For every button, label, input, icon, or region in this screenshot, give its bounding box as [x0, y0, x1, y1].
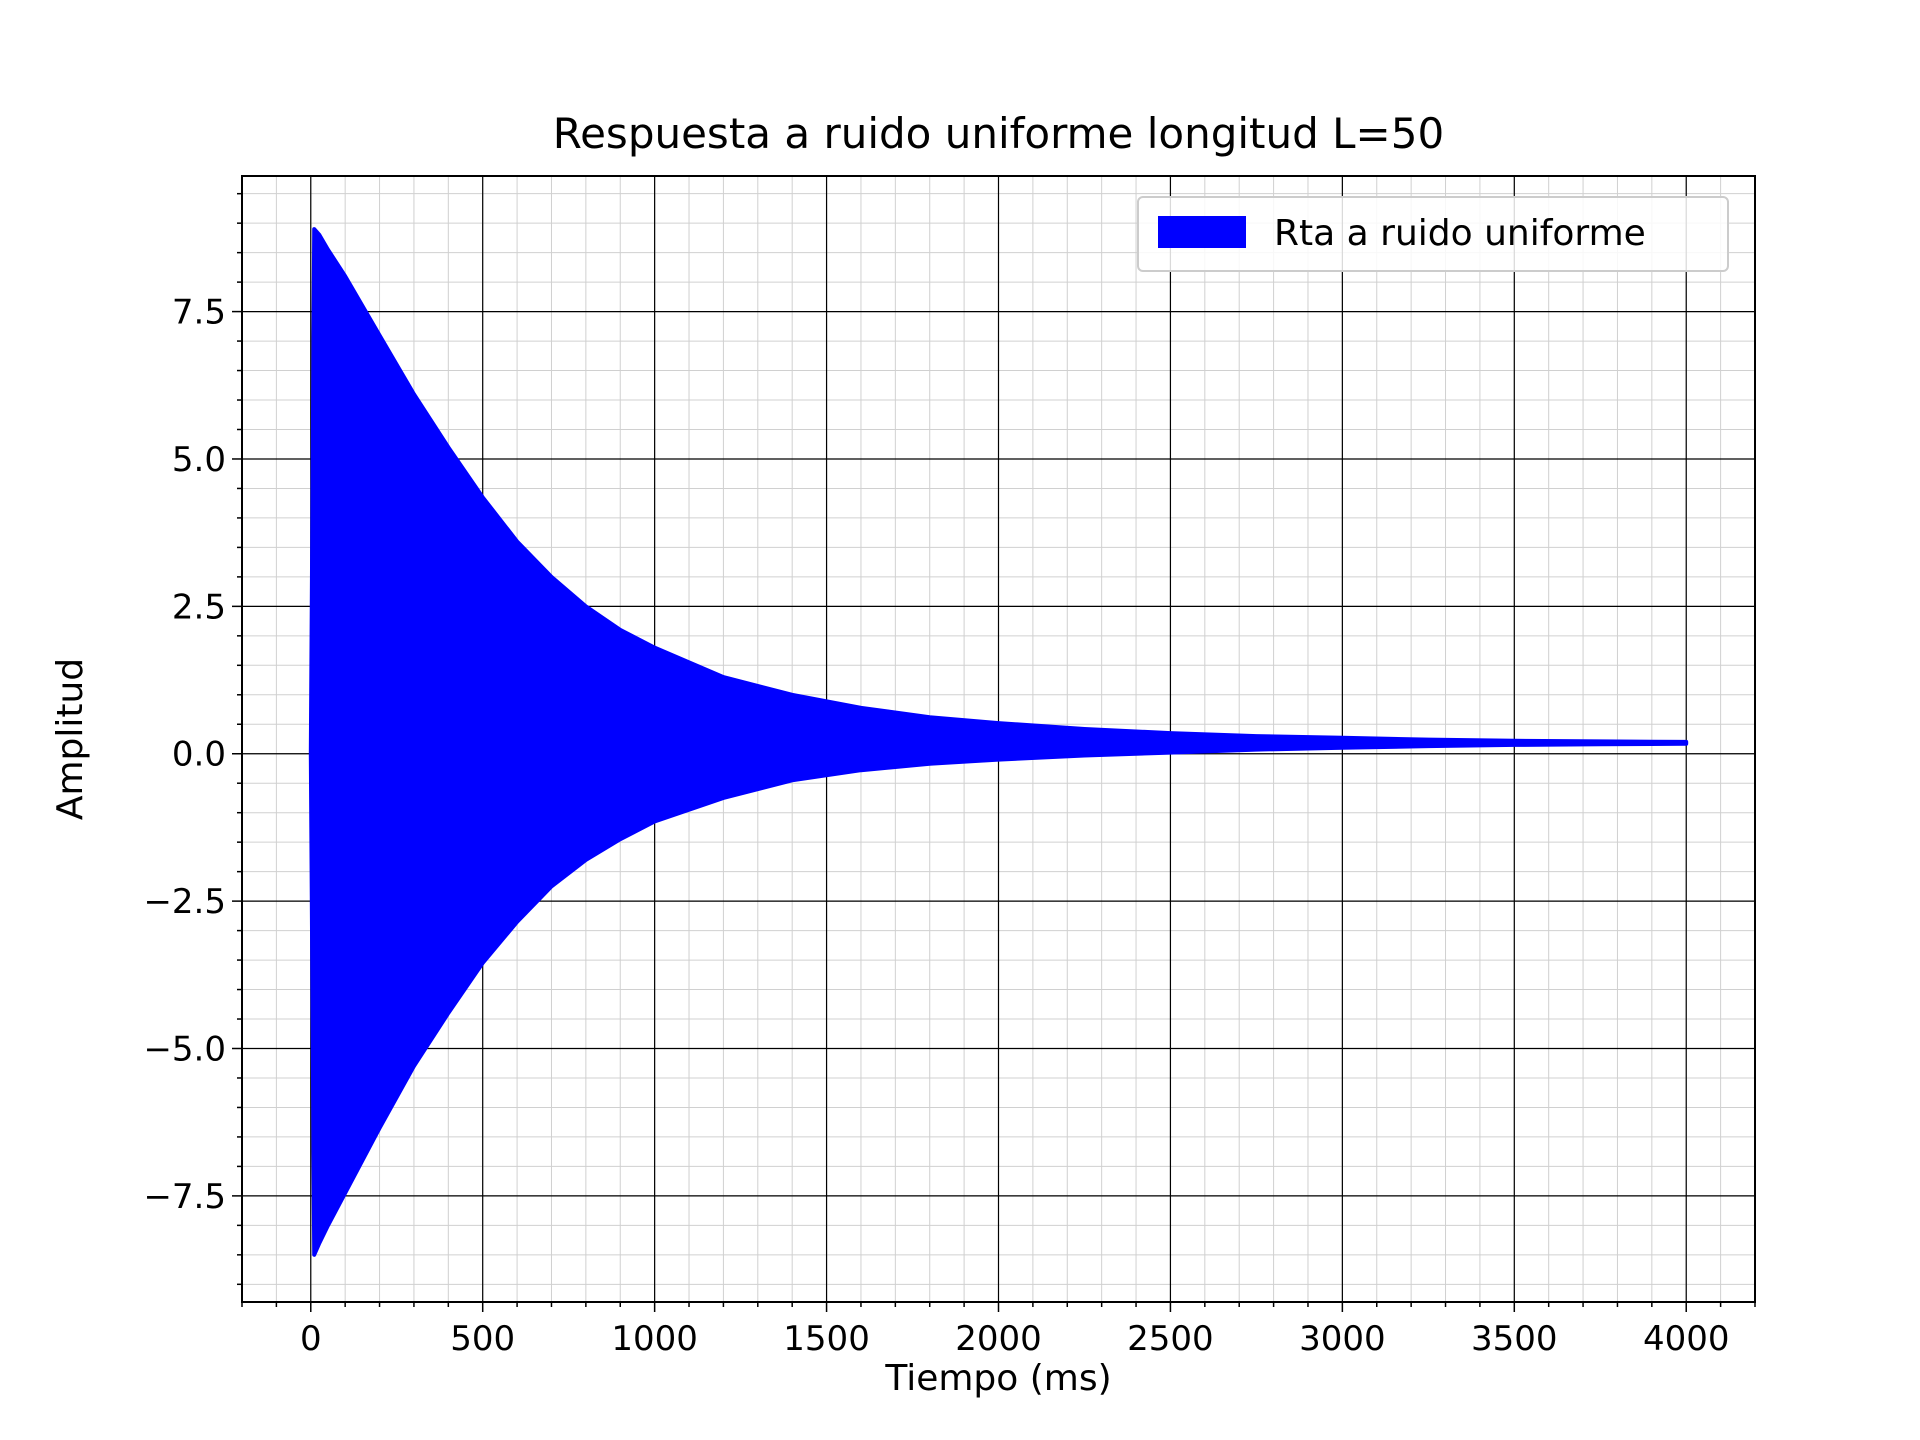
x-axis-ticks: 0 500 1000 1500 2000 2500 3000 3500 4000 — [241, 1302, 1756, 1359]
legend-box — [1137, 196, 1729, 272]
x-tick-label: 1500 — [783, 1319, 870, 1359]
y-tick-label: 5.0 — [172, 440, 226, 480]
x-tick-label: 500 — [450, 1319, 515, 1359]
legend-label: Rta a ruido uniforme — [1274, 213, 1646, 254]
legend-swatch — [1158, 216, 1246, 248]
x-tick-label: 0 — [300, 1319, 322, 1359]
y-axis-title: Amplitud — [50, 658, 91, 820]
x-tick-label: 1000 — [611, 1319, 698, 1359]
series-envelope — [308, 227, 1689, 1257]
x-tick-label: 3500 — [1471, 1319, 1558, 1359]
y-tick-label: −7.5 — [143, 1177, 226, 1217]
y-axis-ticks: 7.5 5.0 2.5 0.0 −2.5 −5.0 −7.5 — [143, 192, 242, 1286]
y-tick-label: 0.0 — [172, 735, 226, 775]
x-axis-title: Tiempo (ms) — [884, 1358, 1111, 1399]
series-layer — [308, 227, 1689, 1257]
legend: Rta a ruido uniforme — [1137, 196, 1729, 272]
x-tick-label: 2000 — [955, 1319, 1042, 1359]
y-tick-label: 7.5 — [172, 293, 226, 333]
chart-title: Respuesta a ruido uniforme longitud L=50 — [553, 109, 1444, 158]
x-tick-label: 3000 — [1299, 1319, 1386, 1359]
x-tick-label: 2500 — [1127, 1319, 1214, 1359]
y-tick-label: 2.5 — [172, 587, 226, 627]
x-tick-label: 4000 — [1643, 1319, 1730, 1359]
y-tick-label: −5.0 — [143, 1030, 226, 1070]
y-tick-label: −2.5 — [143, 882, 226, 922]
